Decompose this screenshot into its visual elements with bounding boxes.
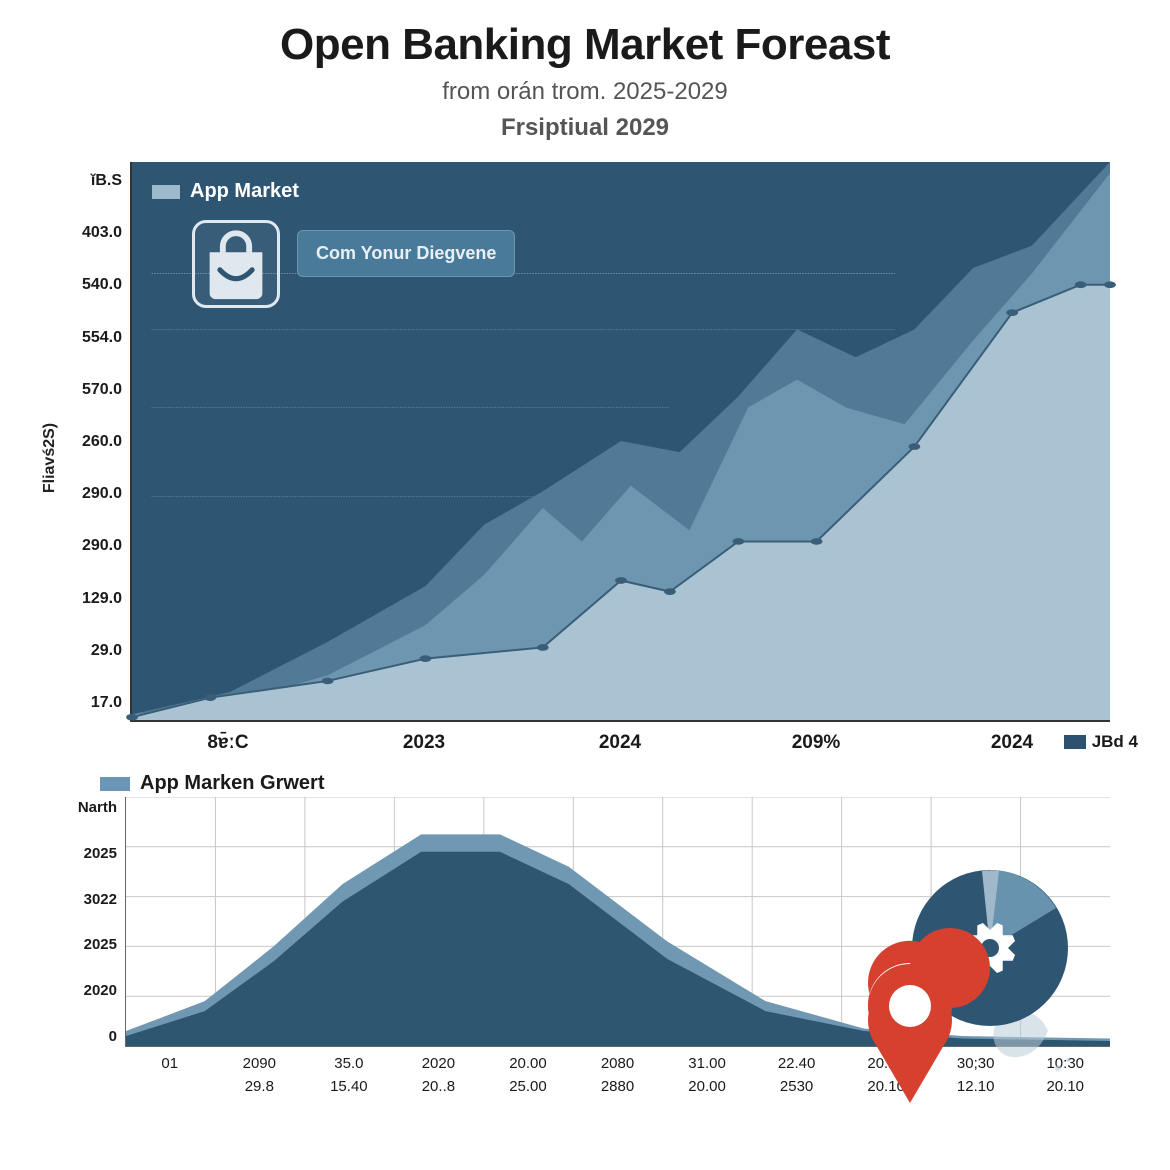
legend-label: App Market — [190, 180, 299, 203]
right-legend-label: JBd 4 — [1092, 732, 1138, 752]
legend-top: App Market — [152, 180, 299, 203]
legend2-swatch — [100, 777, 130, 791]
bag-icon-card — [192, 220, 280, 308]
x-ticks: 8ɐ̄ːC20232024209%2024 JBd 4 — [130, 722, 1110, 754]
badge-button[interactable]: Com Yonur Diegvene — [297, 230, 515, 277]
subtitle-1: from orán trom. 2025-2029 — [60, 78, 1110, 106]
legend2-label: App Marken Grwert — [140, 772, 324, 795]
overlay-icons — [800, 868, 1100, 1118]
subtitle-2: Frsiptiual 2029 — [60, 114, 1110, 142]
chart-main: Fliavś2S) ĭB.S403.0540.0554.0570.0260.02… — [60, 162, 1110, 754]
legend-swatch — [152, 185, 180, 199]
y-ticks-2: Narth20253022202520200 — [60, 797, 125, 1047]
bag-icon — [195, 223, 277, 305]
page-title: Open Banking Market Foreast — [60, 20, 1110, 70]
right-legend: JBd 4 — [1064, 732, 1138, 752]
y-ticks: ĭB.S403.0540.0554.0570.0260.0290.0290.01… — [60, 162, 130, 722]
legend-bottom: App Marken Grwert — [100, 772, 1110, 795]
chart-plot-area: App Market Com Yonur Diegvene — [130, 162, 1110, 722]
chart-secondary: Narth20253022202520200 01209029.835.015.… — [60, 797, 1110, 1098]
y-axis-label: Fliavś2S) — [41, 423, 59, 493]
